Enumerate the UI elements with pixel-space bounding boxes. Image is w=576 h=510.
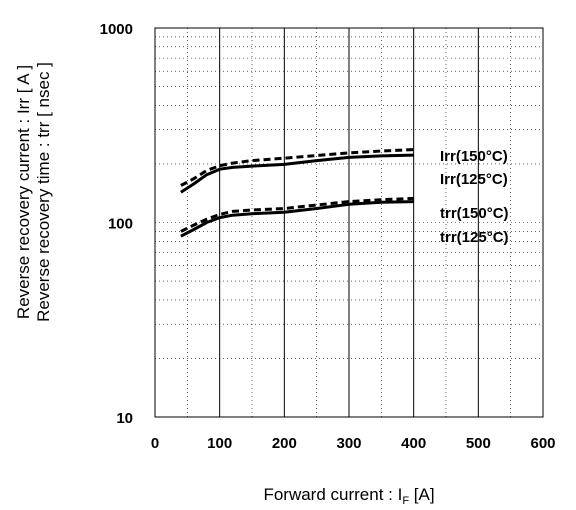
y-tick-label: 100 [108, 216, 133, 233]
x-tick-label: 100 [207, 435, 232, 452]
x-tick-label: 600 [530, 435, 555, 452]
x-tick-label: 200 [272, 435, 297, 452]
y-axis-title-current: Reverse recovery current : Irr [ A ] [14, 65, 33, 319]
series-line-2 [180, 196, 414, 233]
grid [155, 28, 543, 417]
tick-labels: 0 100 200 300 400 500 600 10 100 1000 [100, 21, 556, 452]
x-tick-label: 400 [401, 435, 426, 452]
series-line-1 [180, 153, 414, 194]
series-label-irr-125: Irr(125°C) [440, 171, 508, 188]
y-tick-label: 1000 [100, 21, 133, 38]
y-axis-title-time: Reverse recovery time : trr [ nsec ] [34, 62, 53, 322]
x-axis-title-main: Forward current : I [263, 485, 402, 504]
series-label-irr-150: Irr(150°C) [440, 148, 508, 165]
x-axis-title-subscript: F [402, 495, 409, 507]
series-label-trr-150: trr(150°C) [440, 205, 509, 222]
x-tick-label: 300 [336, 435, 361, 452]
series-line-3 [180, 200, 414, 238]
x-tick-label: 500 [466, 435, 491, 452]
x-tick-label: 0 [151, 435, 159, 452]
series-layer [180, 148, 414, 238]
x-axis-title-unit: [A] [409, 485, 435, 504]
series-label-trr-125: trr(125°C) [440, 229, 509, 246]
series-line-0 [180, 148, 414, 187]
x-axis-title: Forward current : IF [A] [263, 485, 434, 507]
y-tick-label: 10 [116, 410, 133, 427]
